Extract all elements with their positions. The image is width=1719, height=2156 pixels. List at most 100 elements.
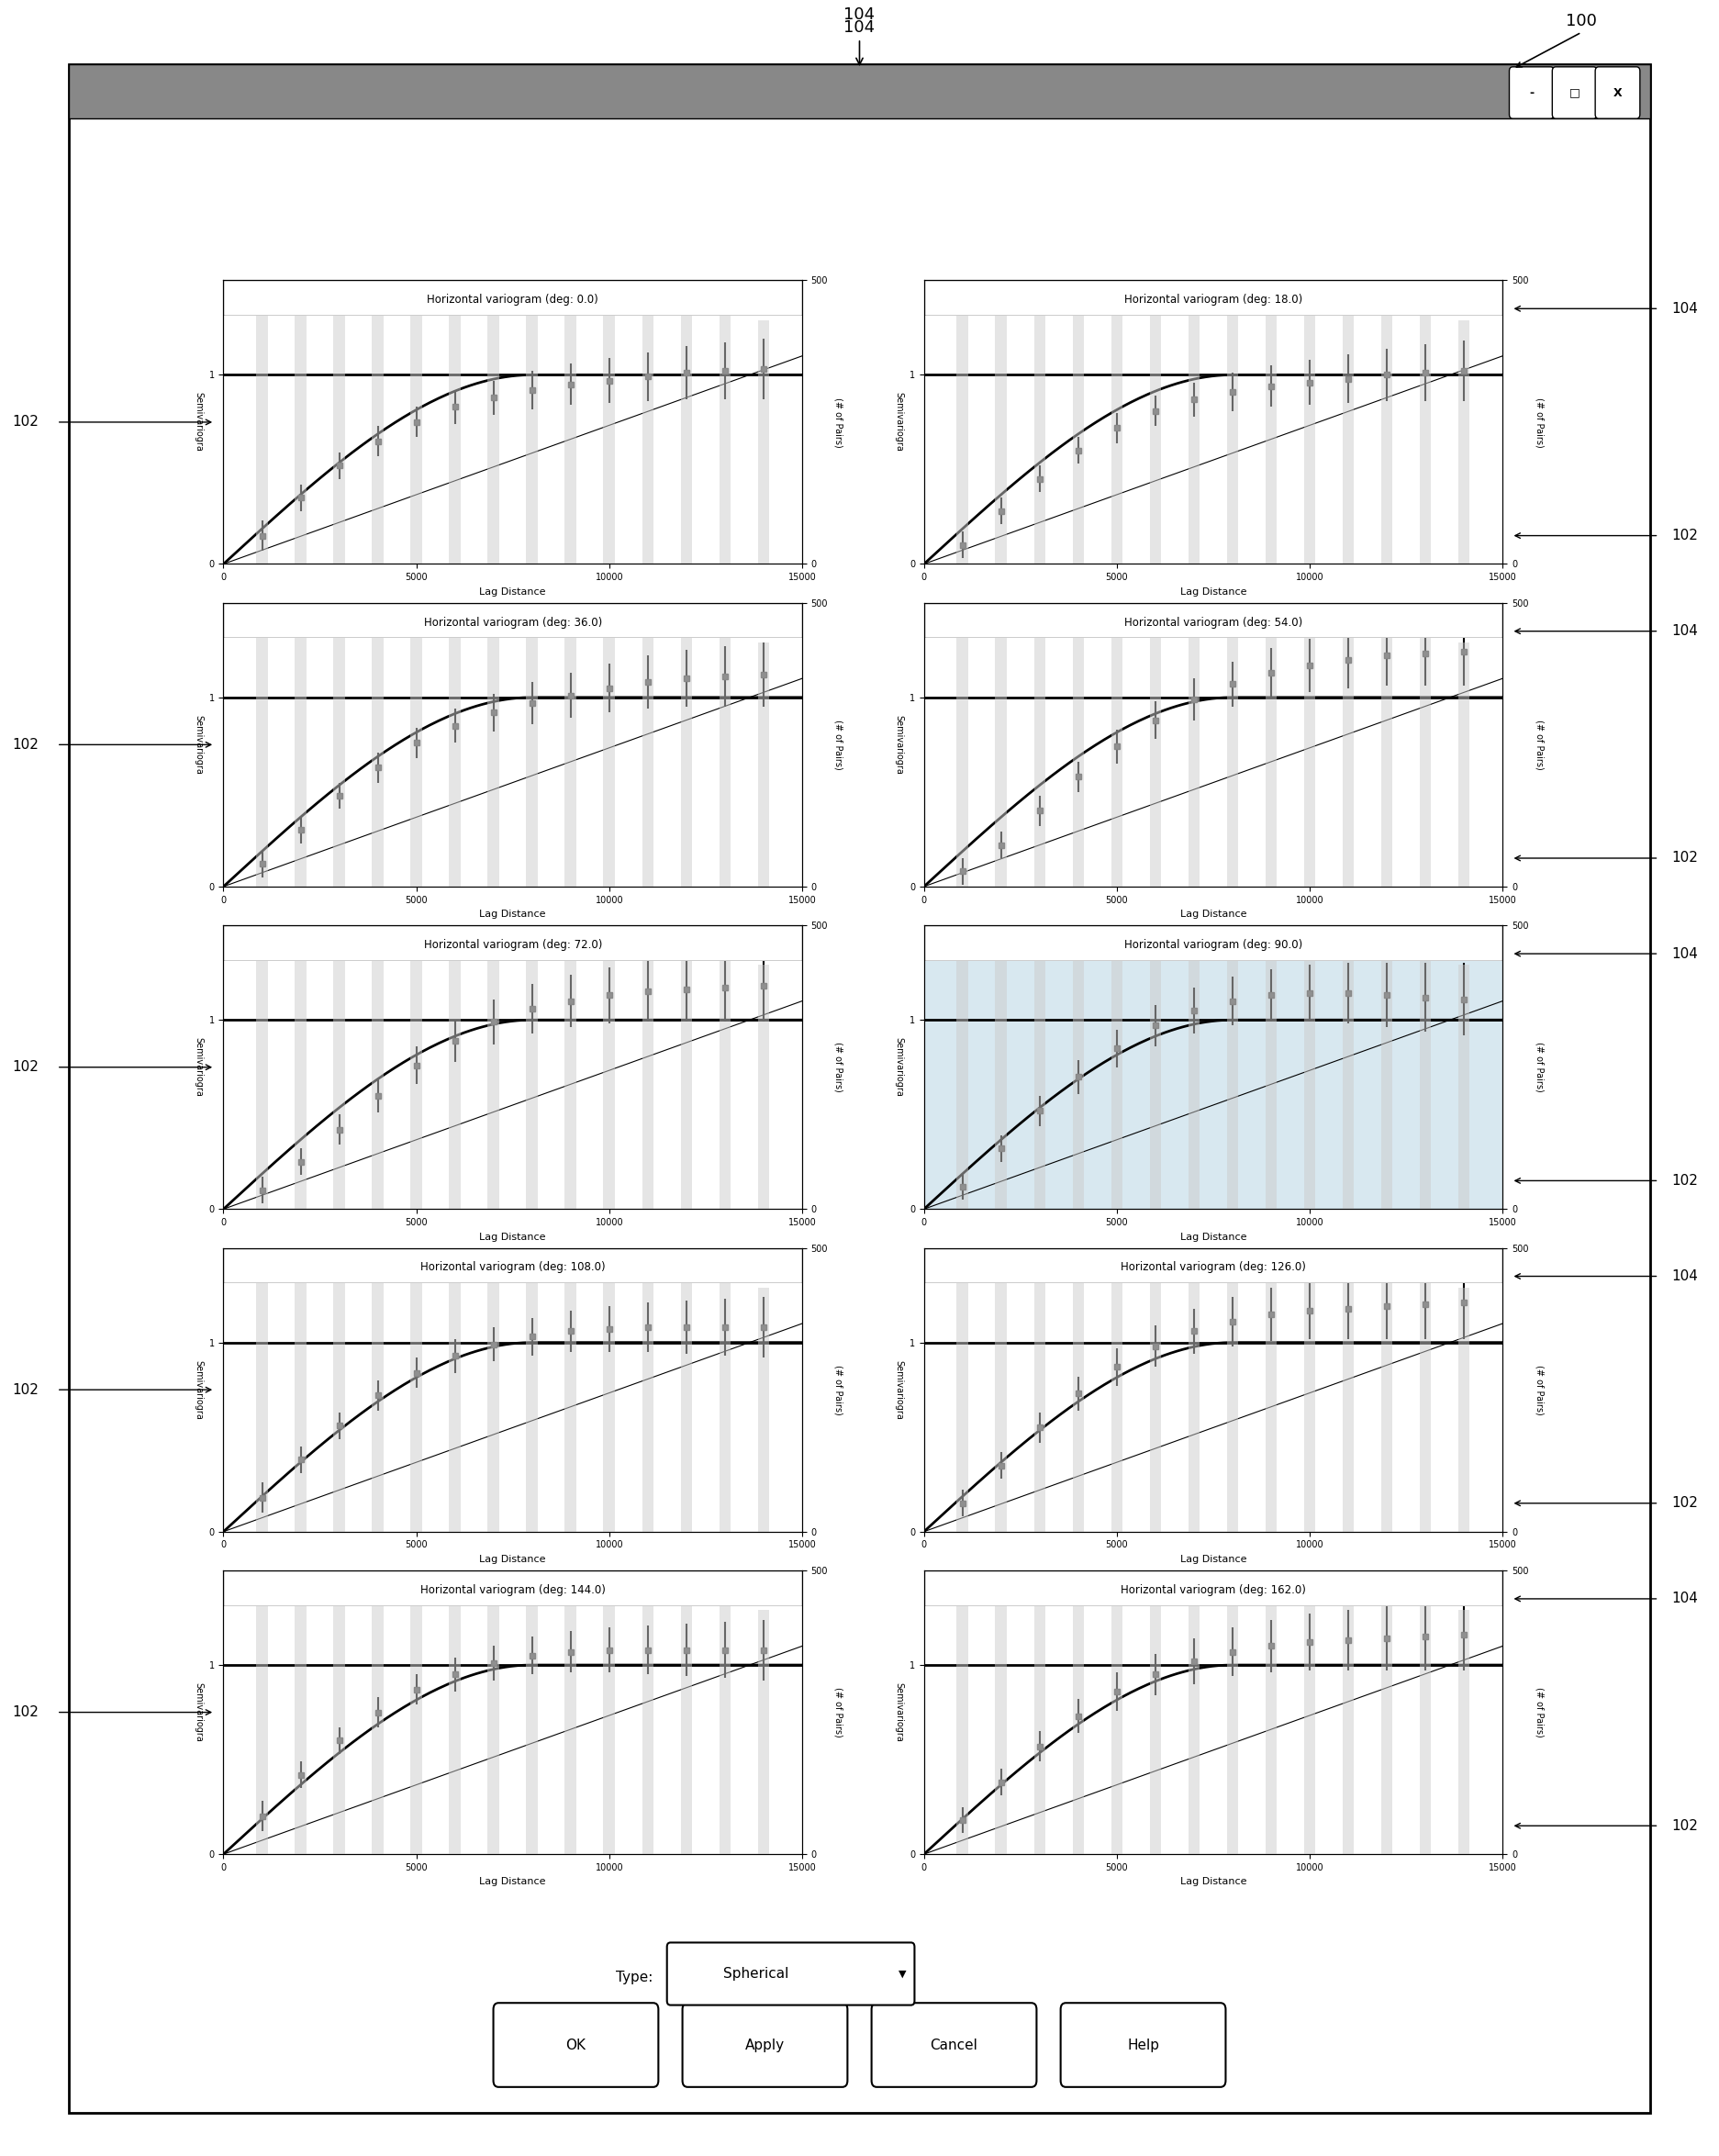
Bar [1305, 295, 1315, 565]
Bar [256, 308, 268, 565]
Bar [449, 1270, 461, 1531]
Bar [758, 1611, 770, 1854]
Bar [1458, 642, 1470, 886]
Bar [1380, 306, 1392, 565]
Bar [758, 642, 770, 886]
Bar [681, 951, 693, 1210]
Text: -: - [1530, 86, 1533, 99]
Bar [1343, 1266, 1355, 1531]
Bar [488, 306, 499, 565]
Bar [1150, 1593, 1162, 1854]
Text: 102: 102 [12, 416, 40, 429]
Bar [995, 1259, 1007, 1531]
Bar [333, 1248, 346, 1531]
Y-axis label: Semivariogra: Semivariogra [894, 716, 902, 774]
Bar [1458, 1611, 1470, 1854]
Text: 104: 104 [844, 19, 875, 65]
Bar [681, 306, 693, 565]
Bar [371, 1576, 383, 1854]
Bar [488, 951, 499, 1210]
Bar [488, 1595, 499, 1854]
Y-axis label: (# of Pairs): (# of Pairs) [834, 1041, 844, 1093]
Bar [566, 1587, 576, 1854]
Text: 104: 104 [1671, 625, 1698, 638]
Bar [1073, 287, 1085, 565]
X-axis label: Lag Distance: Lag Distance [480, 910, 547, 918]
Bar [1110, 619, 1123, 886]
Text: 104: 104 [1671, 302, 1698, 315]
Bar [1227, 946, 1238, 1210]
Bar [1343, 298, 1355, 565]
X-axis label: Lag Distance: Lag Distance [1179, 586, 1246, 597]
Text: Horizontal variogram (deg: 0.0): Horizontal variogram (deg: 0.0) [426, 293, 598, 306]
Text: 104: 104 [1671, 946, 1698, 962]
Bar [371, 931, 383, 1210]
Bar [411, 942, 423, 1210]
Bar [411, 1266, 423, 1531]
Bar [719, 636, 731, 886]
Bar [1073, 1576, 1085, 1854]
X-axis label: Lag Distance: Lag Distance [1179, 910, 1246, 918]
Bar [449, 1593, 461, 1854]
Bar [1227, 625, 1238, 886]
Text: Horizontal variogram (deg: 72.0): Horizontal variogram (deg: 72.0) [423, 938, 602, 951]
Bar [995, 614, 1007, 886]
Bar [603, 940, 615, 1210]
Bar [603, 617, 615, 886]
Bar [1380, 951, 1392, 1210]
Bar [1305, 1261, 1315, 1531]
Bar [1305, 940, 1315, 1210]
Bar [1110, 942, 1123, 1210]
Text: Horizontal variogram (deg: 162.0): Horizontal variogram (deg: 162.0) [1121, 1585, 1306, 1595]
Bar [995, 291, 1007, 565]
Bar [526, 625, 538, 886]
Bar [719, 315, 731, 565]
Bar [641, 298, 653, 565]
FancyBboxPatch shape [682, 2003, 847, 2087]
Bar [1150, 1270, 1162, 1531]
Bar [1305, 1585, 1315, 1854]
Bar [449, 625, 461, 886]
Bar [1458, 1287, 1470, 1531]
Bar [1188, 1595, 1200, 1854]
Bar [1380, 627, 1392, 886]
Y-axis label: (# of Pairs): (# of Pairs) [1535, 1365, 1544, 1414]
Y-axis label: Semivariogra: Semivariogra [194, 1682, 203, 1742]
Bar [957, 308, 968, 565]
Bar [1227, 1270, 1238, 1531]
Bar [1110, 298, 1123, 565]
Y-axis label: (# of Pairs): (# of Pairs) [1535, 1688, 1544, 1738]
FancyBboxPatch shape [872, 2003, 1037, 2087]
Bar [296, 1583, 306, 1854]
Bar [641, 944, 653, 1210]
Text: Type:: Type: [615, 1971, 653, 1984]
X-axis label: Lag Distance: Lag Distance [1179, 1554, 1246, 1563]
X-axis label: Lag Distance: Lag Distance [480, 1233, 547, 1242]
Text: Horizontal variogram (deg: 108.0): Horizontal variogram (deg: 108.0) [419, 1261, 605, 1274]
X-axis label: Lag Distance: Lag Distance [480, 1878, 547, 1886]
Bar [758, 966, 770, 1210]
Y-axis label: (# of Pairs): (# of Pairs) [1535, 397, 1544, 446]
Bar [333, 925, 346, 1210]
Text: ▼: ▼ [899, 1968, 906, 1979]
Text: X: X [1612, 86, 1623, 99]
Bar [371, 608, 383, 886]
Bar [526, 1270, 538, 1531]
Text: 104: 104 [844, 6, 875, 24]
Bar [1380, 1274, 1392, 1531]
Bar [296, 936, 306, 1210]
Bar [411, 298, 423, 565]
Text: Cancel: Cancel [930, 2037, 978, 2053]
Bar [603, 1261, 615, 1531]
Bar [371, 1253, 383, 1531]
Y-axis label: (# of Pairs): (# of Pairs) [834, 1365, 844, 1414]
Bar [1343, 1589, 1355, 1854]
Bar [296, 291, 306, 565]
Bar [681, 1274, 693, 1531]
Bar [411, 1587, 423, 1854]
Bar [719, 1283, 731, 1531]
Text: 102: 102 [1671, 1173, 1698, 1188]
X-axis label: Lag Distance: Lag Distance [1179, 1233, 1246, 1242]
Bar [566, 619, 576, 886]
Bar [256, 1276, 268, 1531]
